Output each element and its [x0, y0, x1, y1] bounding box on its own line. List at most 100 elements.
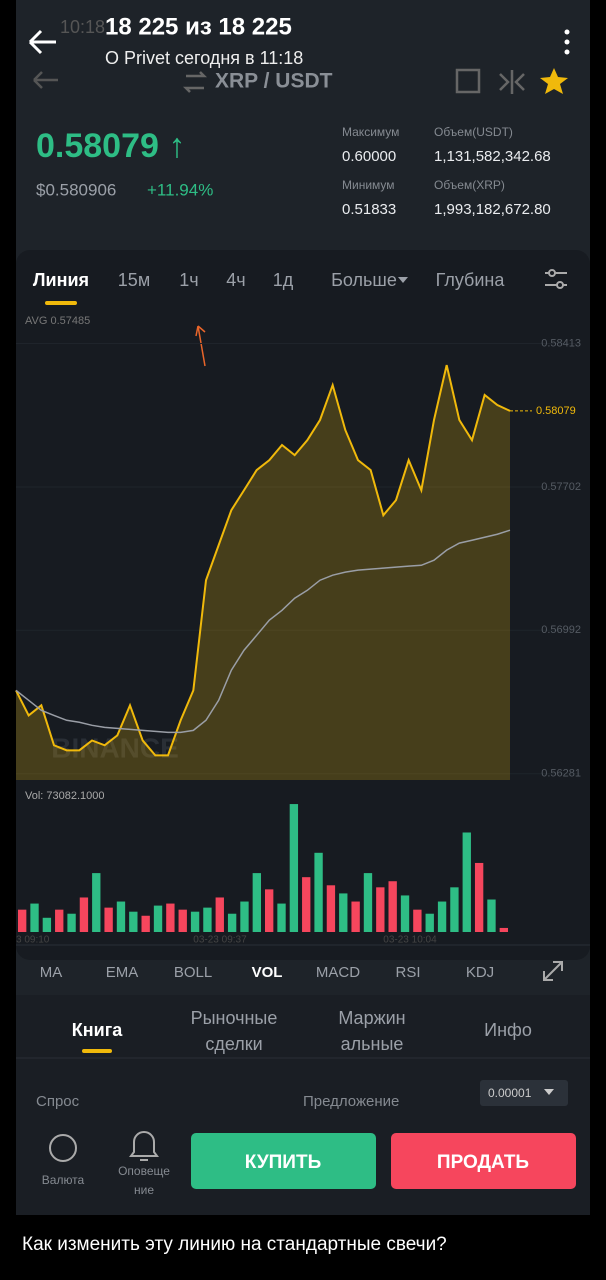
menu-dot[interactable]: [564, 29, 570, 35]
timeframe-tab[interactable]: 15м: [118, 270, 150, 290]
volume-bar: [203, 907, 212, 932]
viewer-counter: 18 225 из 18 225: [105, 13, 292, 40]
favorite-star[interactable]: [540, 68, 568, 94]
volume-bar: [339, 893, 348, 932]
last-price-label: 0.58079: [536, 405, 576, 417]
app-back: [33, 71, 58, 89]
volume-bar: [227, 913, 237, 932]
book-tab[interactable]: Инфо: [484, 1020, 532, 1040]
timeframe-tab[interactable]: 1д: [273, 270, 294, 290]
currency-icon[interactable]: [49, 1134, 77, 1162]
x-tick-label: 03-23 09:37: [193, 935, 247, 946]
y-tick-label: 0.57702: [541, 481, 581, 493]
timeframe-tab[interactable]: Больше: [331, 270, 397, 290]
indicator-tab[interactable]: MA: [40, 964, 63, 981]
volume-bar: [450, 887, 459, 932]
fullscreen-icon[interactable]: [543, 961, 563, 981]
volume-bar: [314, 852, 323, 932]
book-tab[interactable]: Книга: [72, 1020, 123, 1040]
share-icon[interactable]: [455, 68, 481, 94]
avg-label: AVG 0.57485: [25, 315, 90, 327]
volume-bar: [215, 897, 224, 932]
volume-bar: [351, 901, 360, 932]
buy-button[interactable]: [191, 1133, 376, 1189]
annotation-arrow: [195, 325, 206, 367]
volume-bar: [30, 903, 39, 932]
volume-bar: [18, 909, 27, 932]
menu-dot[interactable]: [564, 49, 570, 55]
price-usd: $0.580906: [36, 180, 116, 199]
indicator-tab[interactable]: KDJ: [466, 964, 494, 981]
volume-bar: [129, 911, 138, 932]
volume-bar: [326, 885, 336, 932]
volume-bar: [116, 901, 126, 932]
status-time: 10:18: [60, 17, 105, 37]
indicator-tab[interactable]: VOL: [252, 964, 283, 981]
timeframe-tab[interactable]: 1ч: [179, 270, 198, 290]
sell-button[interactable]: [391, 1133, 576, 1189]
timeframe-tab[interactable]: Линия: [33, 270, 89, 290]
indicator-tab[interactable]: MACD: [316, 964, 360, 981]
indicator-tab[interactable]: BOLL: [174, 964, 212, 981]
volume-bar: [92, 873, 101, 932]
step-select[interactable]: [480, 1080, 568, 1106]
volume-bar: [302, 877, 311, 932]
sell-label[interactable]: ПРОДАТЬ: [437, 1152, 529, 1173]
volume-bar: [413, 909, 422, 932]
volume-bar: [141, 915, 150, 932]
compare-icon[interactable]: [499, 70, 525, 94]
dropdown-caret: [398, 277, 408, 283]
price-line: [15, 364, 511, 757]
volume-bar: [487, 899, 496, 932]
step-value: 0.00001: [488, 1086, 532, 1100]
stat-label: Объем(XRP): [434, 178, 505, 192]
volume-bar: [499, 927, 508, 932]
book-tab[interactable]: Маржин: [338, 1008, 405, 1028]
timeframe-tab[interactable]: 4ч: [226, 270, 245, 290]
pair: XRP / USDT: [215, 70, 333, 93]
y-tick-label: 0.56281: [541, 768, 581, 780]
x-tick-label: 3 09:10: [16, 935, 50, 946]
settings-knob: [548, 269, 556, 277]
volume-label: Vol: 73082.1000: [25, 790, 105, 802]
volume-bar: [67, 913, 76, 932]
volume-bar: [437, 901, 447, 932]
y-tick-label: 0.58413: [541, 337, 581, 349]
alert-icon[interactable]: [129, 1131, 159, 1161]
volume-bar: [178, 909, 187, 932]
menu-dot[interactable]: [564, 39, 570, 45]
volume-bar: [252, 873, 261, 932]
volume-bar: [240, 901, 249, 932]
volume-bar: [474, 862, 484, 932]
volume-bar: [79, 897, 89, 932]
buy-label[interactable]: КУПИТЬ: [245, 1152, 321, 1173]
stat-label: Максимум: [342, 125, 399, 139]
back-button[interactable]: [28, 29, 56, 55]
x-tick-label: 03-23 10:04: [383, 935, 437, 946]
volume-bar: [42, 917, 52, 932]
stat-label: Минимум: [342, 178, 395, 192]
tab-underline: [45, 301, 77, 305]
alert-label: ние: [134, 1183, 154, 1197]
volume-bar: [104, 907, 113, 932]
volume-bar: [363, 873, 373, 932]
swap-icon: [182, 71, 208, 93]
book-underline: [82, 1049, 112, 1053]
volume-bar: [265, 889, 274, 932]
stat-label: Объем(USDT): [434, 125, 513, 139]
stat-value: 1,131,582,342.68: [434, 148, 551, 165]
ask-label: Предложение: [303, 1093, 399, 1110]
indicator-tab[interactable]: RSI: [395, 964, 420, 981]
timeframe-tab[interactable]: Глубина: [436, 270, 506, 290]
volume-bar: [277, 903, 286, 932]
volume-bar: [400, 895, 410, 932]
bid-label: Спрос: [36, 1093, 80, 1110]
volume-bar: [289, 804, 299, 932]
book-tab[interactable]: Рыночные: [191, 1008, 278, 1028]
book-tab[interactable]: альные: [341, 1034, 404, 1054]
stat-value: 1,993,182,672.80: [434, 201, 551, 218]
avg-line: [15, 529, 511, 734]
book-tab[interactable]: сделки: [205, 1034, 262, 1054]
indicator-tab[interactable]: EMA: [106, 964, 139, 981]
